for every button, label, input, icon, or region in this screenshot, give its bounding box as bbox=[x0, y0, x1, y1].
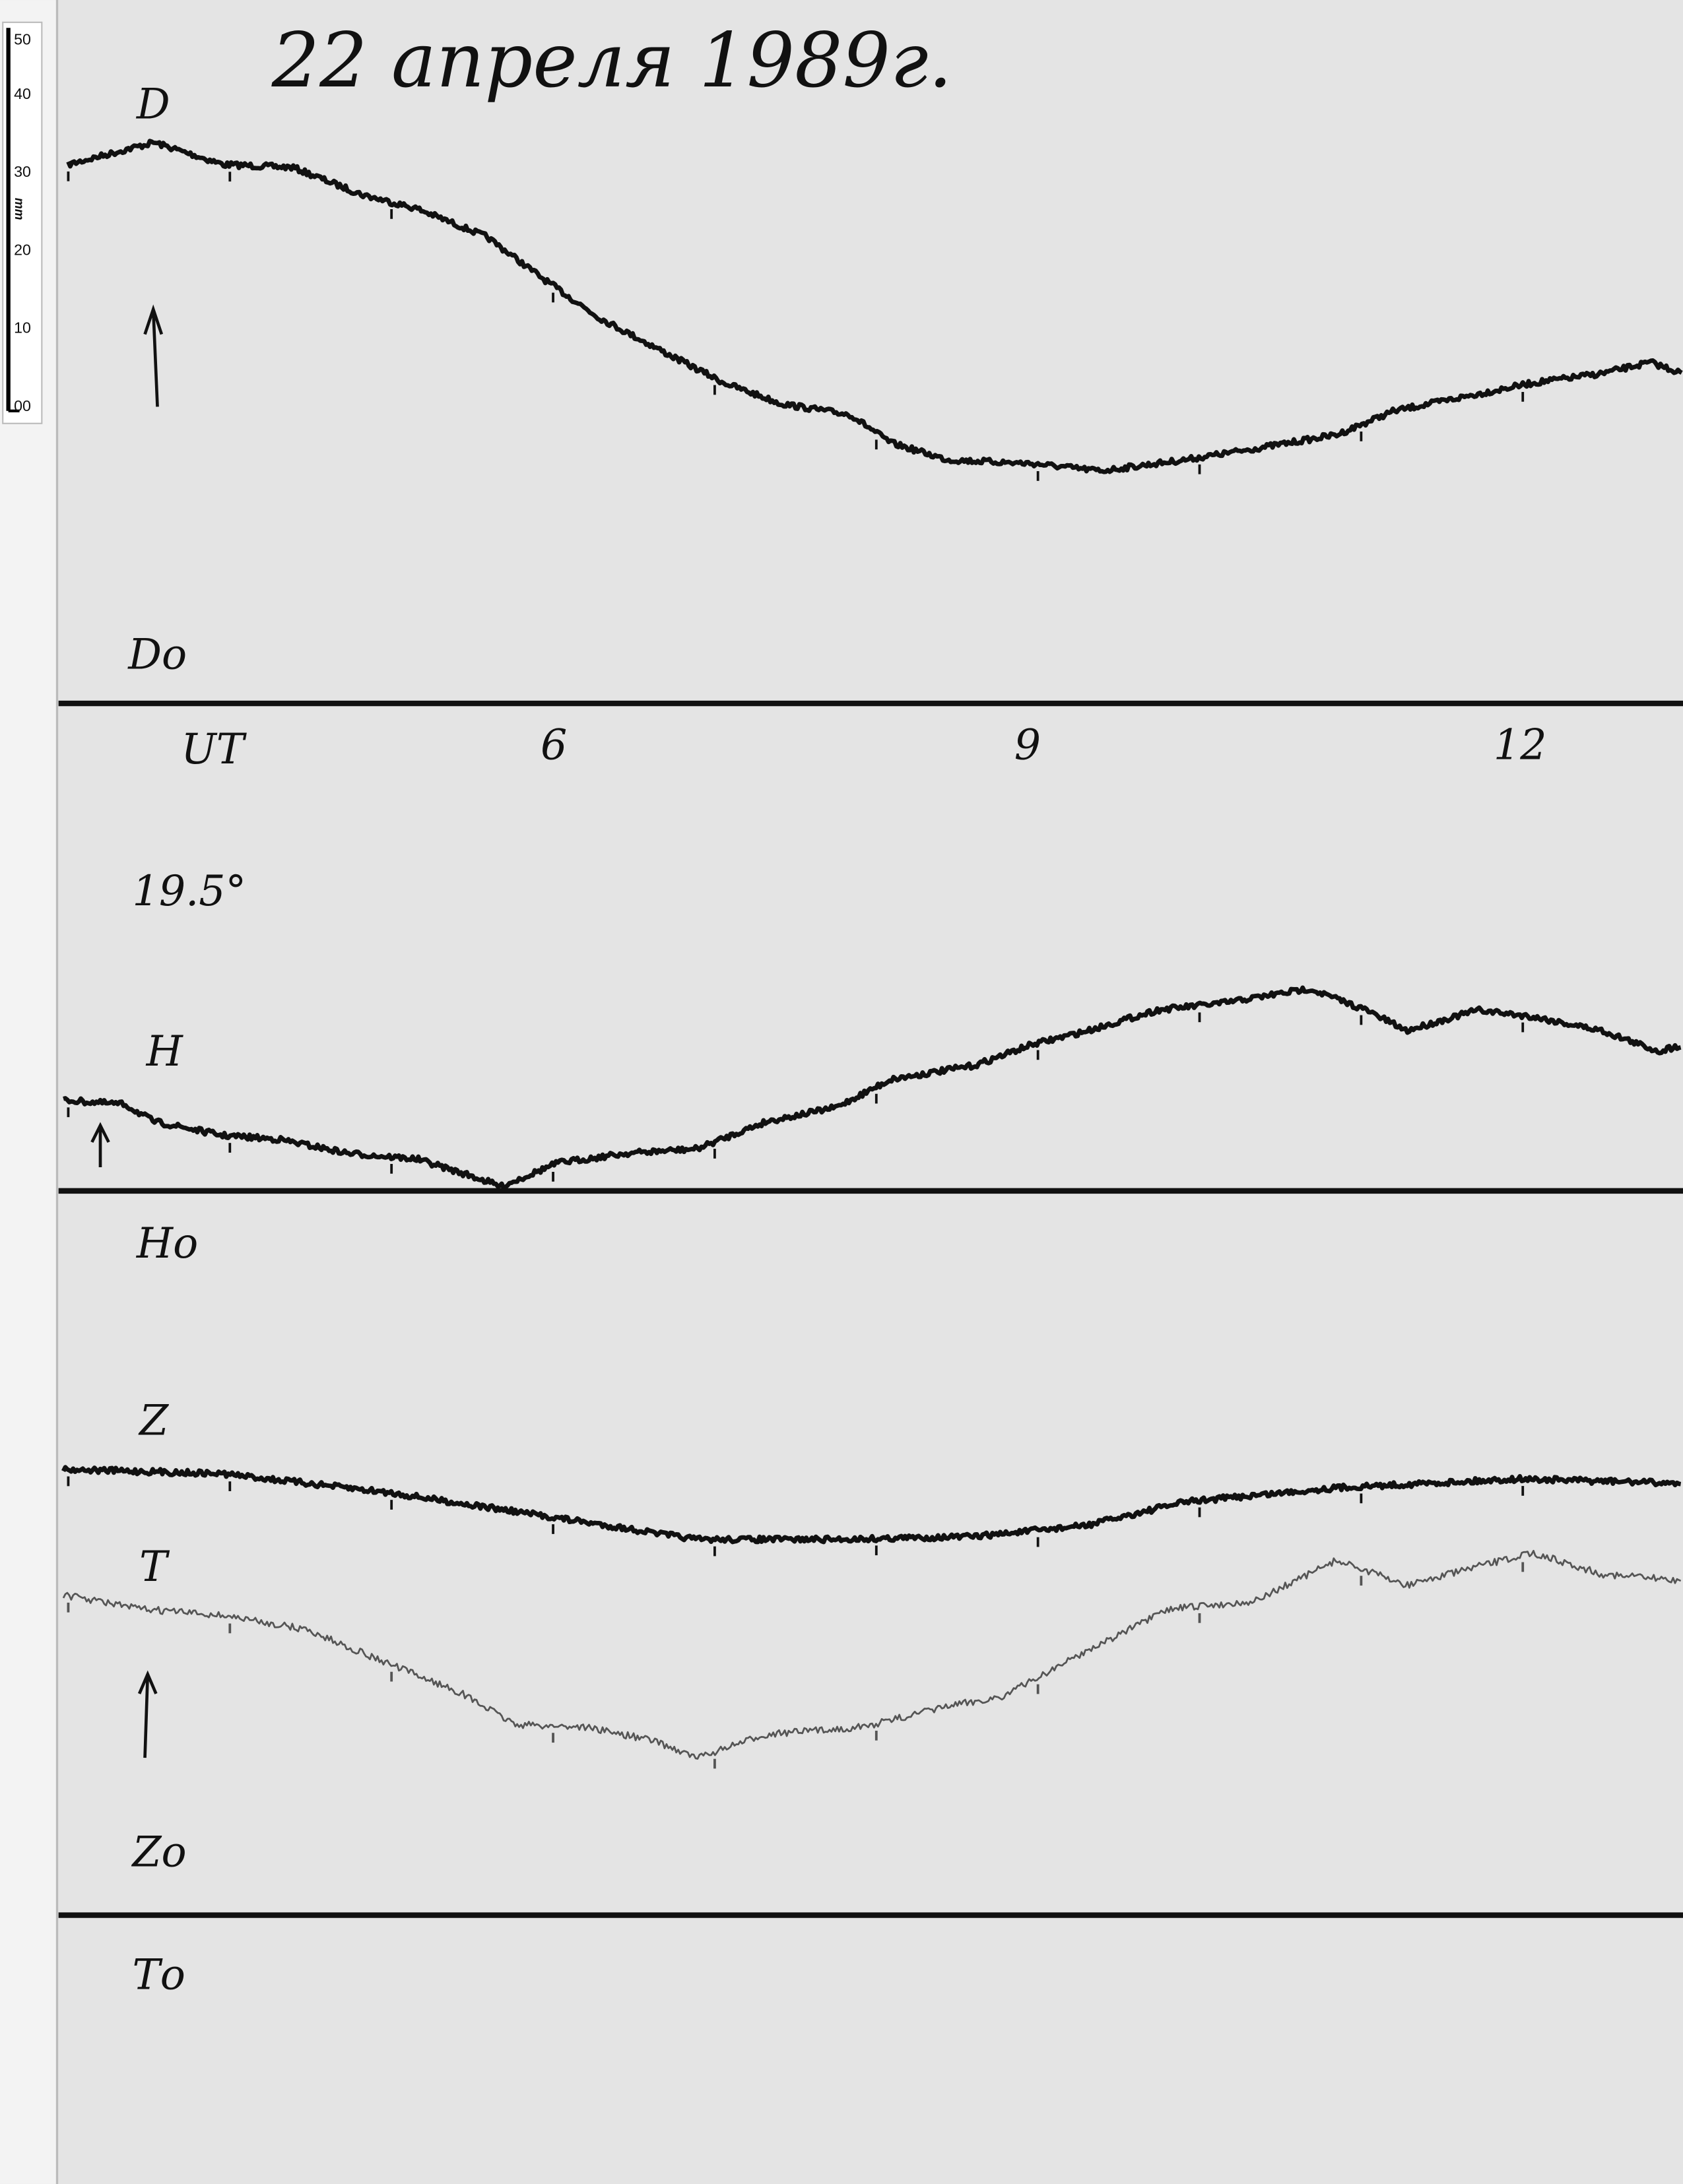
arrow-up-icon bbox=[137, 1670, 158, 1758]
label-D: D bbox=[136, 79, 170, 128]
ruler-label-40: 40 bbox=[14, 85, 31, 102]
mm-ruler: 50 40 30 20 10 00 mm bbox=[2, 21, 43, 424]
trace-T bbox=[62, 1549, 1682, 1760]
x-tick-6: 6 bbox=[541, 720, 567, 769]
x-tick-12: 12 bbox=[1494, 720, 1547, 769]
label-Z0: Zо bbox=[131, 1828, 187, 1877]
ruler-label-10: 10 bbox=[14, 319, 31, 337]
x-axis-label-UT: UT bbox=[181, 724, 247, 773]
chart-title: 22 апреля 1989г. bbox=[271, 16, 952, 104]
label-H0: Hо bbox=[136, 1219, 198, 1268]
ruler-unit: mm bbox=[12, 198, 26, 220]
label-H: H bbox=[146, 1027, 184, 1076]
ruler-label-50: 50 bbox=[14, 31, 31, 48]
ruler-label-00: 00 bbox=[14, 397, 31, 414]
label-D0: Dо bbox=[127, 629, 187, 678]
ruler-label-20: 20 bbox=[14, 241, 31, 258]
trace-H bbox=[63, 985, 1682, 1191]
label-T0: Tо bbox=[133, 1950, 185, 1999]
arrow-up-icon bbox=[90, 1122, 110, 1167]
x-tick-9: 9 bbox=[1014, 720, 1041, 769]
label-Z: Z bbox=[138, 1396, 169, 1444]
scale-label-19.5: 19.5° bbox=[133, 866, 247, 915]
ruler-label-30: 30 bbox=[14, 163, 31, 180]
arrow-up-icon bbox=[143, 304, 164, 407]
trace-D bbox=[66, 139, 1683, 474]
trace-Z bbox=[61, 1465, 1682, 1545]
label-T: T bbox=[139, 1542, 170, 1591]
